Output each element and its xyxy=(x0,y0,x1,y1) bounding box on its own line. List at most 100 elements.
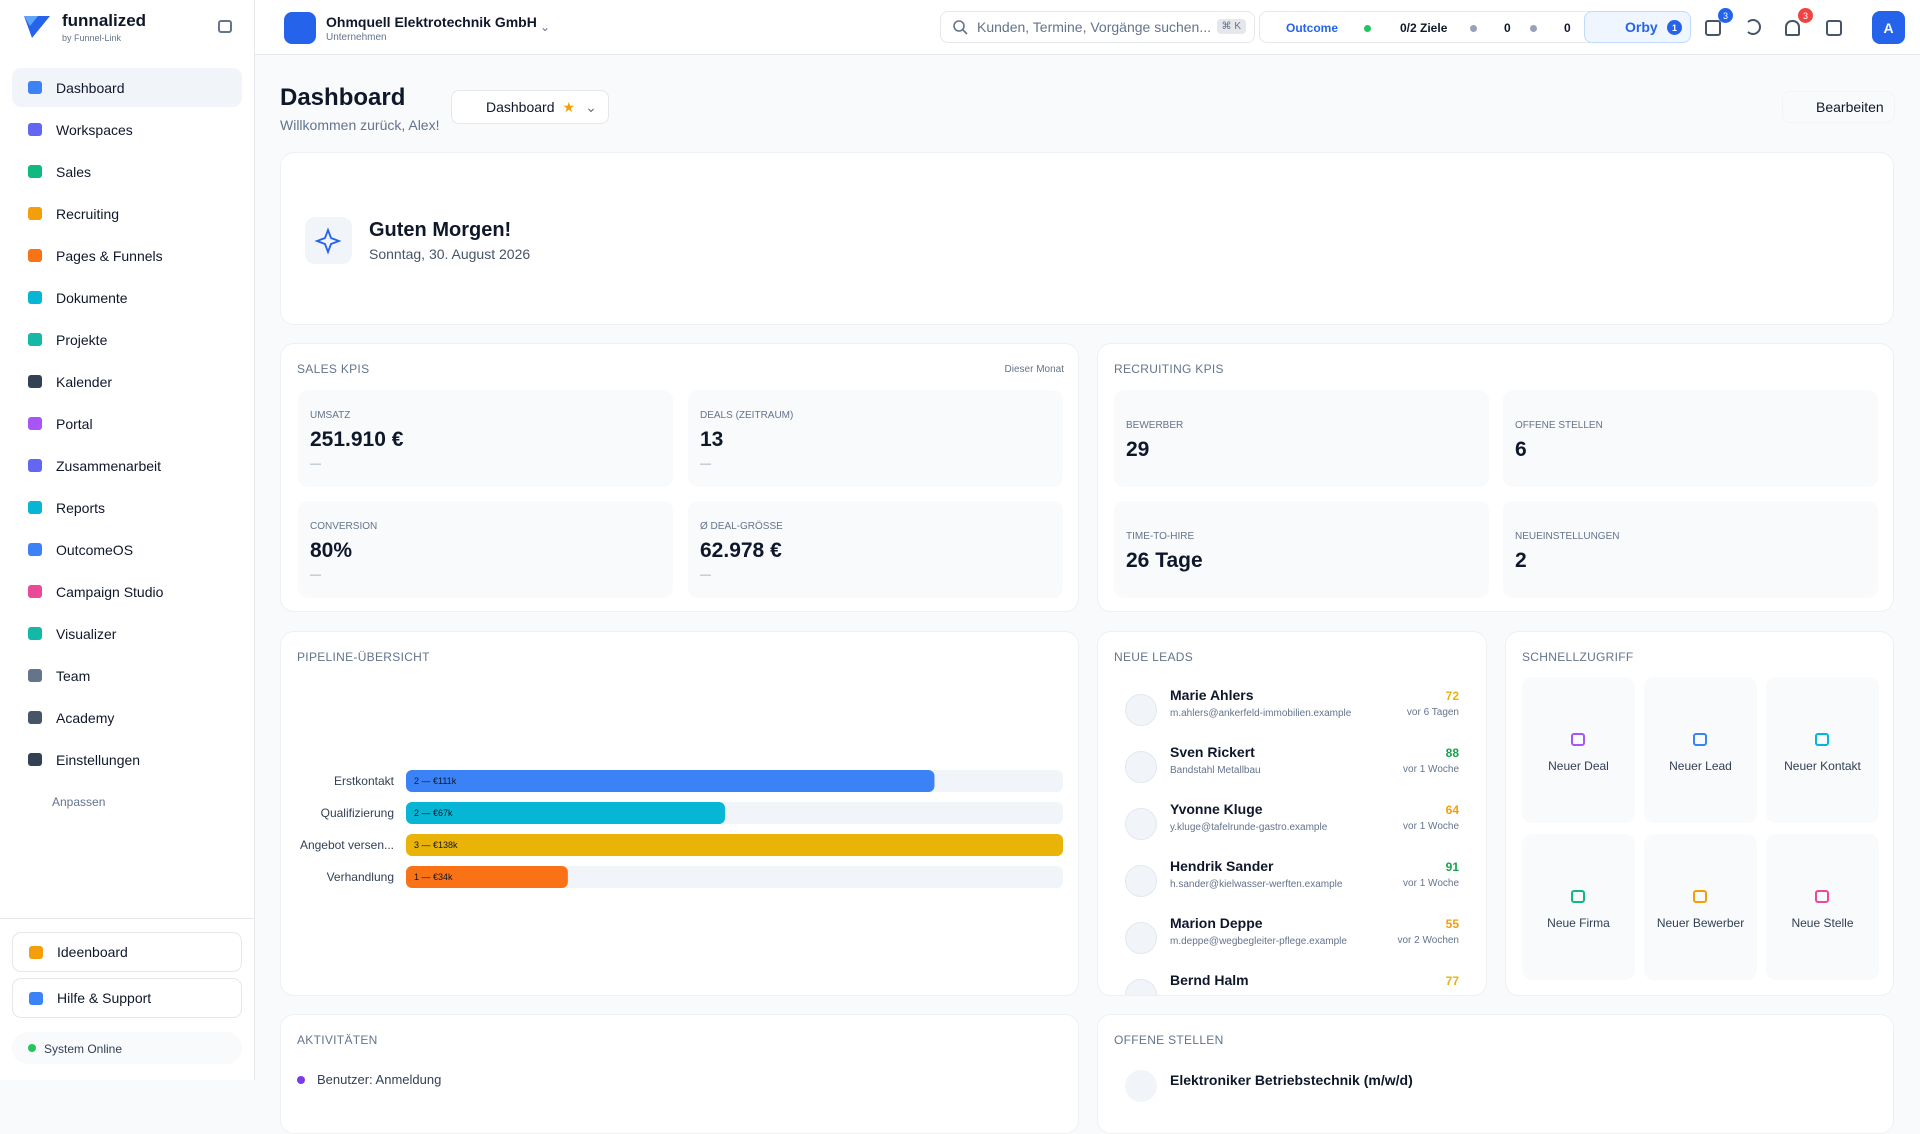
kpi-card: DEALS (ZEITRAUM) 13 — xyxy=(688,390,1063,487)
footer-item[interactable]: Ideenboard xyxy=(12,932,242,972)
nav-item[interactable]: Projekte xyxy=(12,320,242,359)
mails[interactable]: 0 xyxy=(1564,21,1571,35)
company[interactable]: Ohmquell Elektrotechnik GmbH xyxy=(326,14,537,30)
kpi-value: 2 xyxy=(1515,549,1527,572)
tile-label: Neuer Lead xyxy=(1669,759,1732,773)
panel-button[interactable] xyxy=(1826,20,1842,36)
nav-icon xyxy=(28,585,42,598)
nav-icon xyxy=(28,333,42,346)
kpi-label: TIME-TO-HIRE xyxy=(1126,531,1195,542)
lead-score: 77 xyxy=(1445,974,1459,988)
nav-item[interactable]: Workspaces xyxy=(12,110,242,149)
quick-tile[interactable]: Neue Firma xyxy=(1522,834,1635,980)
pipeline-chart: Erstkontakt 2 — €111k Qualifizierung 2 — €6… xyxy=(300,770,1063,888)
kpi-value: 80% xyxy=(310,539,353,562)
kpi-label: CONVERSION xyxy=(310,521,378,532)
lead-name: Yvonne Kluge xyxy=(1170,801,1263,817)
quick-tile[interactable]: Neuer Bewerber xyxy=(1644,834,1757,980)
footer-label: Hilfe & Support xyxy=(57,990,152,1006)
kpi-value: 29 xyxy=(1126,438,1150,461)
collapse-button[interactable] xyxy=(218,20,232,33)
calendar-button[interactable] xyxy=(1705,20,1721,36)
job-title[interactable]: Elektroniker Betriebstechnik (m/w/d) xyxy=(1170,1072,1413,1088)
nav-item[interactable]: Sales xyxy=(12,152,242,191)
nav-icon xyxy=(28,375,42,388)
company-type: Unternehmen xyxy=(326,32,387,43)
chevron[interactable]: ⌄ xyxy=(540,20,551,34)
page-title: Dashboard xyxy=(280,84,406,111)
footer-item[interactable]: Hilfe & Support xyxy=(12,978,242,1018)
edit-button[interactable]: Bearbeiten xyxy=(1782,91,1895,123)
nav-icon xyxy=(28,459,42,472)
card-title: OFFENE STELLEN xyxy=(1114,1033,1224,1047)
lead-row[interactable]: Marie Ahlers m.ahlers@ankerfeld-immobilie… xyxy=(1098,687,1486,744)
bell-badge: 3 xyxy=(1798,8,1813,23)
nav-item[interactable]: Portal xyxy=(12,404,242,443)
card-title: AKTIVITÄTEN xyxy=(297,1033,378,1047)
card-title: SALES KPIS xyxy=(297,362,370,376)
bar-label: 2 — €111k xyxy=(414,776,457,786)
kpi-card: TIME-TO-HIRE 26 Tage xyxy=(1114,501,1489,598)
nav-item[interactable]: Recruiting xyxy=(12,194,242,233)
nav-icon xyxy=(28,669,42,682)
customize-label: Anpassen xyxy=(52,794,106,809)
kpi-label: BEWERBER xyxy=(1126,420,1184,431)
pipeline-card: PIPELINE-ÜBERSICHT Erstkontakt 2 — €111k Q… xyxy=(280,631,1079,996)
nav-item[interactable]: Kalender xyxy=(12,362,242,401)
view: Dashboard xyxy=(486,99,555,115)
orby-button[interactable]: Orby 1 xyxy=(1584,11,1691,43)
lead-row[interactable]: Yvonne Kluge y.kluge@tafelrunde-gastro.ex… xyxy=(1098,801,1486,858)
nav-item[interactable]: Visualizer xyxy=(12,614,242,653)
nav-item[interactable]: Dokumente xyxy=(12,278,242,317)
nav-item[interactable]: OutcomeOS xyxy=(12,530,242,569)
nav-icon xyxy=(28,627,42,640)
lead-row[interactable]: Sven Rickert Bandstahl Metallbau 88 vor 1 W… xyxy=(1098,744,1486,801)
quick-tile[interactable]: Neuer Lead xyxy=(1644,677,1757,823)
avatar[interactable]: A xyxy=(1872,11,1905,44)
quick-tile[interactable]: Neue Stelle xyxy=(1766,834,1879,980)
sidebar: funnalized by Funnel-Link Dashboard Works… xyxy=(0,0,255,1080)
nav-item[interactable]: Team xyxy=(12,656,242,695)
search[interactable]: Kunden, Termine, Vorgänge suchen... ⌘ K xyxy=(940,11,1255,43)
sales-kpis: SALES KPIS Dieser Monat UMSATZ 251.910 € —… xyxy=(280,343,1079,612)
tile-icon xyxy=(1571,890,1585,903)
tile-icon xyxy=(1815,890,1829,903)
nav-icon xyxy=(28,711,42,724)
lead-score: 88 xyxy=(1445,746,1459,760)
lead-row[interactable]: Hendrik Sander h.sander@kielwasser-werfte… xyxy=(1098,858,1486,915)
lead-avatar xyxy=(1125,979,1157,995)
nav-item[interactable]: Reports xyxy=(12,488,242,527)
outcome[interactable]: Outcome xyxy=(1286,21,1339,35)
tile-label: Neuer Kontakt xyxy=(1784,759,1861,773)
nav-item[interactable]: Campaign Studio xyxy=(12,572,242,611)
alerts[interactable]: 0 xyxy=(1504,21,1511,35)
nav-item[interactable]: Dashboard xyxy=(12,68,242,107)
customize[interactable]: Anpassen xyxy=(12,782,242,821)
activities-card: AKTIVITÄTEN Benutzer: Anmeldung xyxy=(280,1014,1079,1134)
bell-button[interactable] xyxy=(1785,20,1800,36)
nav-label: Team xyxy=(56,667,91,684)
kpi-label: UMSATZ xyxy=(310,410,351,421)
nav-item[interactable]: Academy xyxy=(12,698,242,737)
nav-item[interactable]: Zusammenarbeit xyxy=(12,446,242,485)
theme-button[interactable] xyxy=(1745,19,1761,35)
nav-icon xyxy=(28,543,42,556)
lead-time: vor 2 Wochen xyxy=(1397,935,1459,946)
edit: Bearbeiten xyxy=(1816,99,1884,115)
lead-avatar xyxy=(1125,808,1157,840)
shortcut: ⌘ K xyxy=(1216,19,1246,34)
view-select[interactable]: Dashboard ★ ⌄ xyxy=(451,90,609,124)
nav-item[interactable]: Pages & Funnels xyxy=(12,236,242,275)
period[interactable]: Dieser Monat xyxy=(1004,364,1064,375)
nav-item[interactable]: Einstellungen xyxy=(12,740,242,779)
quick-tile[interactable]: Neuer Kontakt xyxy=(1766,677,1879,823)
logo xyxy=(24,16,50,38)
quick-tile[interactable]: Neuer Deal xyxy=(1522,677,1635,823)
goals[interactable]: 0/2 Ziele xyxy=(1400,21,1448,35)
kpi-card: UMSATZ 251.910 € — xyxy=(298,390,673,487)
nav-label: OutcomeOS xyxy=(56,541,134,558)
lead-avatar xyxy=(1125,865,1157,897)
lead-row[interactable]: Bernd Halm 77 xyxy=(1098,972,1486,995)
lead-row[interactable]: Marion Deppe m.deppe@wegbegleiter-pflege.… xyxy=(1098,915,1486,972)
greeting-title: Guten Morgen! xyxy=(369,219,512,241)
